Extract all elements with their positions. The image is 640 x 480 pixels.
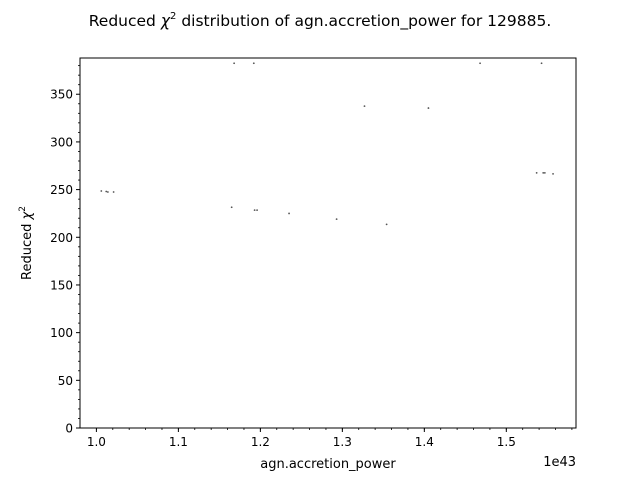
data-point bbox=[230, 206, 233, 209]
data-point bbox=[252, 62, 255, 65]
y-axis: 0 50 100 150 200 250 300 350 bbox=[50, 65, 80, 436]
plot-area bbox=[79, 57, 577, 429]
chart-title-superscript: 2 bbox=[170, 11, 176, 22]
data-point bbox=[233, 62, 236, 65]
x-axis-label: agn.accretion_power bbox=[260, 457, 396, 472]
data-point bbox=[540, 62, 543, 65]
chart-title-prefix: Reduced bbox=[89, 12, 161, 30]
data-points bbox=[100, 62, 554, 226]
y-tick-label: 300 bbox=[50, 135, 73, 149]
y-axis-label: Reduced χ2 bbox=[18, 206, 35, 280]
x-axis-offset-label: 1e43 bbox=[543, 455, 576, 470]
data-point bbox=[542, 172, 545, 174]
data-point bbox=[427, 107, 430, 109]
chart-title-chi: χ bbox=[160, 12, 171, 30]
data-point bbox=[256, 209, 258, 212]
y-axis-label-chi: χ bbox=[20, 210, 35, 220]
data-point bbox=[105, 190, 108, 193]
x-axis: 1.0 1.1 1.2 1.3 1.4 1.5 bbox=[87, 428, 573, 449]
data-point bbox=[552, 172, 554, 175]
y-tick-label: 50 bbox=[58, 374, 73, 388]
x-tick-label: 1.2 bbox=[251, 435, 270, 449]
data-point bbox=[543, 172, 546, 174]
y-tick-label: 200 bbox=[50, 231, 73, 245]
y-axis-label-prefix: Reduced bbox=[20, 219, 35, 279]
y-tick-label: 150 bbox=[50, 278, 73, 292]
x-tick-label: 1.0 bbox=[87, 435, 106, 449]
data-point bbox=[363, 105, 366, 108]
data-point bbox=[535, 172, 538, 174]
y-tick-label: 350 bbox=[50, 88, 73, 102]
x-tick-label: 1.4 bbox=[415, 435, 434, 449]
data-point bbox=[479, 62, 481, 65]
data-point bbox=[100, 190, 103, 192]
x-tick-label: 1.5 bbox=[497, 435, 516, 449]
y-tick-label: 100 bbox=[50, 326, 73, 340]
data-point bbox=[106, 191, 109, 193]
y-tick-label: 250 bbox=[50, 183, 73, 197]
x-tick-label: 1.1 bbox=[169, 435, 188, 449]
data-point bbox=[288, 212, 290, 215]
y-tick-label: 0 bbox=[65, 422, 73, 436]
chart-title-suffix: distribution of agn.accretion_power for … bbox=[176, 12, 551, 31]
data-point bbox=[385, 223, 388, 226]
data-point bbox=[335, 218, 338, 221]
chart-title: Reduced χ2 distribution of agn.accretion… bbox=[89, 11, 552, 31]
y-axis-label-superscript: 2 bbox=[18, 206, 28, 212]
data-point bbox=[253, 209, 256, 212]
data-point bbox=[112, 191, 115, 193]
x-tick-label: 1.3 bbox=[333, 435, 352, 449]
